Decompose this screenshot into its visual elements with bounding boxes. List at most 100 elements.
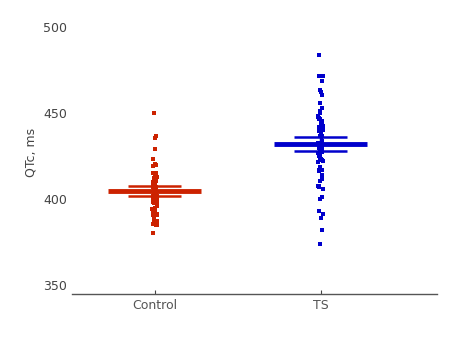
- Point: [315, 167, 322, 172]
- Point: [320, 127, 327, 133]
- Point: [151, 185, 158, 191]
- Point: [315, 160, 322, 165]
- Point: [149, 212, 156, 218]
- Point: [319, 186, 326, 192]
- Point: [151, 218, 158, 223]
- Point: [317, 120, 324, 126]
- Point: [315, 128, 323, 134]
- Point: [153, 213, 161, 218]
- Point: [150, 197, 157, 203]
- Point: [316, 242, 324, 247]
- Point: [153, 162, 160, 167]
- Point: [319, 167, 326, 172]
- Point: [151, 161, 158, 166]
- Point: [315, 53, 323, 58]
- Point: [152, 182, 159, 188]
- Point: [315, 153, 322, 159]
- Point: [150, 191, 158, 197]
- Point: [319, 172, 326, 177]
- Point: [151, 183, 158, 188]
- Point: [316, 100, 324, 106]
- Point: [149, 198, 156, 203]
- Point: [319, 73, 326, 79]
- Point: [152, 179, 159, 184]
- Point: [315, 183, 323, 189]
- Point: [316, 108, 324, 114]
- Point: [152, 175, 159, 181]
- Point: [319, 146, 326, 152]
- Point: [153, 202, 161, 208]
- Point: [319, 149, 326, 155]
- Point: [316, 111, 324, 116]
- Point: [319, 118, 326, 124]
- Point: [150, 186, 158, 192]
- Point: [319, 147, 326, 153]
- Point: [149, 209, 156, 215]
- Point: [318, 158, 325, 163]
- Point: [316, 145, 323, 151]
- Point: [318, 215, 325, 220]
- Point: [150, 198, 157, 204]
- Point: [152, 194, 159, 200]
- Point: [150, 175, 158, 180]
- Point: [315, 115, 322, 120]
- Point: [153, 185, 160, 190]
- Point: [316, 164, 323, 170]
- Point: [315, 150, 322, 156]
- Point: [317, 157, 324, 163]
- Point: [152, 187, 159, 192]
- Point: [315, 113, 322, 118]
- Point: [152, 146, 159, 152]
- Point: [152, 192, 159, 197]
- Point: [150, 177, 158, 183]
- Point: [149, 200, 157, 205]
- Point: [315, 124, 322, 130]
- Point: [318, 93, 325, 98]
- Point: [153, 218, 161, 224]
- Point: [316, 185, 323, 190]
- Point: [149, 156, 157, 162]
- Point: [150, 183, 157, 188]
- Point: [315, 127, 323, 132]
- Point: [151, 200, 158, 206]
- Point: [316, 73, 323, 79]
- Point: [319, 145, 326, 150]
- Point: [149, 182, 157, 187]
- Point: [315, 114, 322, 120]
- Point: [149, 196, 156, 201]
- Point: [317, 144, 324, 149]
- Point: [150, 185, 157, 190]
- Point: [153, 193, 161, 198]
- Point: [153, 198, 161, 204]
- Point: [149, 206, 156, 212]
- Point: [317, 129, 324, 135]
- Point: [318, 145, 325, 150]
- Point: [318, 227, 325, 233]
- Point: [316, 134, 324, 139]
- Point: [316, 179, 324, 184]
- Point: [318, 141, 325, 146]
- Point: [318, 119, 325, 124]
- Point: [318, 133, 325, 138]
- Point: [153, 192, 160, 197]
- Point: [319, 78, 326, 83]
- Point: [315, 116, 323, 122]
- Point: [316, 196, 323, 201]
- Point: [151, 172, 158, 177]
- Point: [149, 231, 157, 236]
- Point: [151, 110, 158, 115]
- Point: [150, 214, 158, 219]
- Y-axis label: QTc, ms: QTc, ms: [25, 127, 38, 177]
- Point: [319, 149, 326, 154]
- Point: [317, 156, 324, 161]
- Point: [319, 158, 326, 164]
- Point: [153, 174, 161, 179]
- Point: [316, 87, 323, 92]
- Point: [153, 170, 160, 175]
- Point: [150, 196, 158, 201]
- Point: [149, 179, 156, 185]
- Point: [316, 147, 323, 152]
- Point: [150, 163, 157, 168]
- Point: [318, 194, 325, 200]
- Point: [149, 183, 157, 188]
